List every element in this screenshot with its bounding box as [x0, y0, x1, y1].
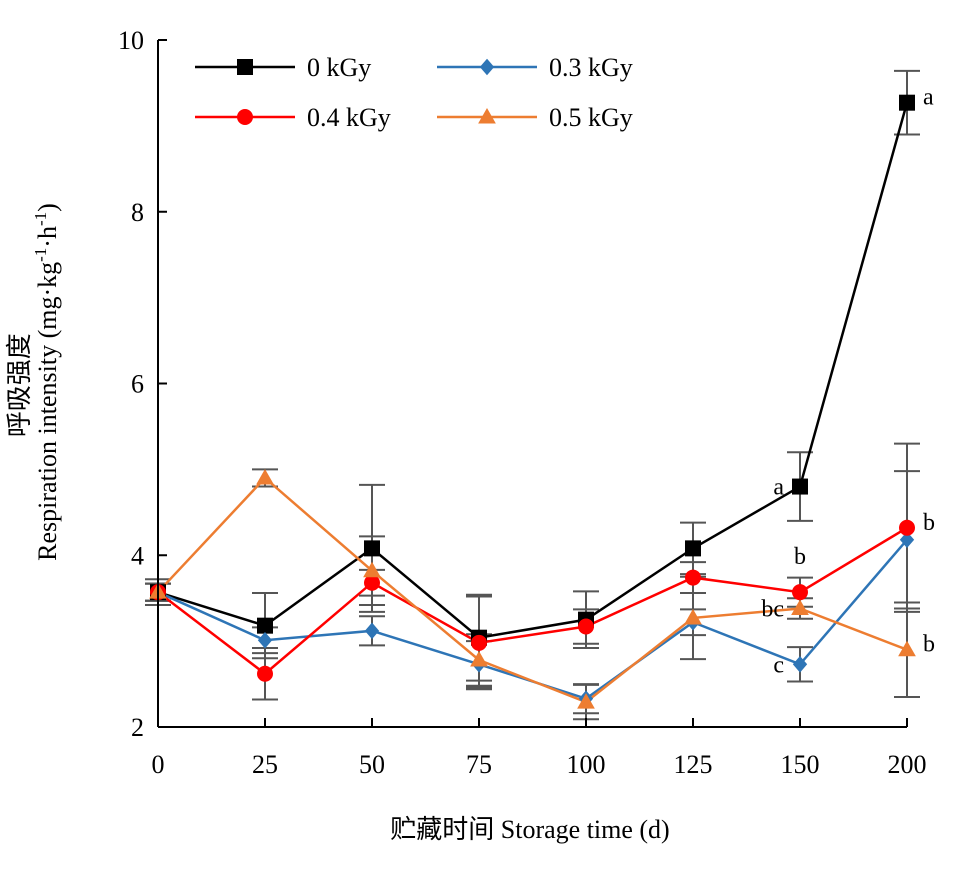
data-point	[899, 94, 915, 111]
y-axis-title-en: Respiration intensity (mg·kg-1·h-1)	[31, 203, 62, 561]
legend-marker	[237, 59, 253, 75]
series-markers	[149, 94, 916, 709]
significance-label: b	[923, 632, 935, 658]
x-tick-label: 125	[674, 750, 713, 779]
significance-label: b	[923, 510, 935, 536]
data-point	[363, 561, 381, 578]
legend: 0 kGy 0.3 kGy 0.4 kGy 0.5 kGy	[195, 53, 633, 132]
y-tick-label: 10	[118, 26, 144, 55]
significance-label: bc	[761, 596, 784, 622]
y-tick-label: 6	[131, 370, 144, 399]
y-tick-label: 2	[131, 713, 144, 742]
x-tick-label: 75	[466, 750, 492, 779]
data-point	[257, 632, 273, 649]
legend-entry: 0.3 kGy	[437, 53, 633, 82]
svg-text:呼吸强度 Respiration intensi: 呼吸强度 Respiration intensity (mg·kg-1·h-1)	[5, 203, 62, 561]
legend-marker	[237, 109, 253, 125]
y-axis-title: 呼吸强度 Respiration intensity (mg·kg-1·h-1)	[5, 203, 62, 561]
y-axis-title-cn: 呼吸强度	[5, 333, 34, 437]
legend-marker	[479, 58, 495, 76]
y-tick-label: 8	[131, 198, 144, 227]
x-tick-label: 200	[888, 750, 927, 779]
legend-label: 0.5 kGy	[549, 103, 633, 132]
legend-marker	[478, 107, 496, 124]
x-tick-label: 150	[781, 750, 820, 779]
data-point	[684, 608, 702, 625]
significance-label: c	[773, 652, 784, 678]
legend-label: 0 kGy	[307, 53, 371, 82]
legend-label: 0.3 kGy	[549, 53, 633, 82]
data-point	[256, 468, 274, 485]
data-point	[364, 622, 380, 640]
significance-label: a	[923, 85, 934, 111]
data-point	[470, 651, 488, 667]
data-point	[364, 574, 380, 591]
series-line	[157, 476, 908, 704]
legend-entry: 0 kGy	[195, 53, 371, 82]
data-point	[792, 584, 808, 601]
legend-entry: 0.4 kGy	[195, 103, 391, 132]
x-tick-label: 0	[152, 750, 165, 779]
x-axis-title: 贮藏时间 Storage time (d)	[390, 815, 669, 844]
x-tick-label: 100	[567, 750, 606, 779]
series-lines	[157, 102, 909, 704]
data-point	[364, 540, 380, 557]
data-point	[257, 617, 273, 634]
data-point	[257, 665, 273, 682]
data-point	[685, 540, 701, 557]
data-point	[578, 618, 594, 635]
legend-entry: 0.5 kGy	[437, 103, 633, 132]
data-point	[471, 634, 487, 651]
significance-label: a	[773, 475, 784, 501]
data-point	[899, 531, 915, 549]
series-line	[157, 102, 909, 640]
data-point	[792, 656, 808, 673]
data-point	[685, 569, 701, 586]
data-point	[899, 519, 915, 536]
x-tick-label: 50	[359, 750, 385, 779]
y-tick-label: 4	[131, 541, 144, 570]
data-point	[791, 599, 809, 615]
significance-label: b	[794, 544, 806, 570]
series-line	[157, 526, 908, 676]
x-tick-label: 25	[252, 750, 278, 779]
data-point	[792, 478, 808, 495]
legend-label: 0.4 kGy	[307, 103, 391, 132]
data-point	[898, 640, 916, 657]
data-point	[577, 693, 595, 709]
